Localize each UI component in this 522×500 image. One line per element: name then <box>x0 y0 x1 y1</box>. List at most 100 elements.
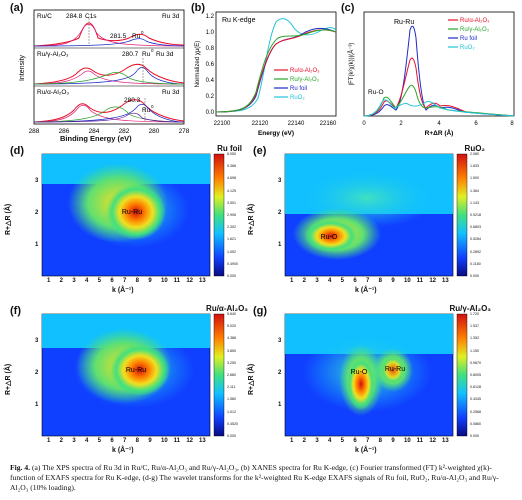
wt-cbar-tick: 1.500 <box>470 176 479 181</box>
wt-k-tick: 7 <box>123 278 127 284</box>
wt-k-tick: 3 <box>315 438 319 444</box>
wt-xlabel: k (Å⁻¹) <box>355 287 377 294</box>
xps-row1-c1s: C1s <box>85 13 97 20</box>
xps-panel: Ru/C 284.8 C1s Ru 3d 281.5 Ru 0 Ru/γ-Al₂… <box>19 9 190 135</box>
wt-cbar-tick: 1.352 <box>470 336 479 341</box>
wt-cbar-tick: 0.2892 <box>470 249 481 254</box>
wt-r-tick: 3 <box>35 338 39 344</box>
wt-k-tick: 10 <box>404 278 411 284</box>
wt-cbar-tick: 3.501 <box>227 200 236 205</box>
wt-k-tick: 13 <box>442 438 449 444</box>
wt-cbar-tick: 5.640 <box>227 312 236 316</box>
xps-row3-sample: Ru/α-Al₂O₃ <box>37 89 69 96</box>
wt-r-tick: 1 <box>35 242 39 248</box>
wt-cbar-tick: 4.125 <box>227 188 236 193</box>
wt-cbar-tick: 2.080 <box>470 152 479 156</box>
wt-k-tick: 8 <box>135 278 139 284</box>
wt-r-tick: 1 <box>35 402 39 408</box>
wt-cbar-tick: 0.9870 <box>470 360 481 365</box>
exafs-legend-alpha: Ru/α-Al₂O₃ <box>460 18 490 24</box>
wt-cbar-tick: 0.000 <box>470 434 479 438</box>
wt-cbar-tick: 0.4520 <box>227 421 238 426</box>
wt-cbar-tick: 1.143 <box>470 200 479 205</box>
wt-k-tick: 3 <box>72 438 76 444</box>
wt-cbar-tick: 1.621 <box>227 237 236 242</box>
wt-r-tick: 3 <box>35 178 39 184</box>
wt-ylabel: R+△R (Å) <box>5 203 12 235</box>
exafs-legend-foil: Ru foil <box>460 36 477 42</box>
wt-ylabel: R+△R (Å) <box>248 203 255 235</box>
wt-cbar-tick: 1.150 <box>470 348 479 353</box>
wt-cbar-tick: 5.366 <box>227 164 236 169</box>
wt-k-tick: 4 <box>328 438 332 444</box>
xanes-legend-alpha: Ru/α-Al₂O₃ <box>290 68 320 74</box>
figure-caption: Fig. 4. (a) The XPS spectra of Ru 3d in … <box>10 463 512 493</box>
wt-k-tick: 2 <box>302 278 306 284</box>
xps-ylabel: Intensity <box>19 54 26 81</box>
xanes-ylabel: Normalized χμ(E) <box>195 41 201 88</box>
exafs-legend-gamma: Ru/γ-Al₂O₃ <box>460 27 490 33</box>
wt-k-tick: 2 <box>59 278 63 284</box>
wt-cbar-tick: 1.720 <box>470 312 479 316</box>
exafs-annot-ruru: Ru-Ru <box>394 19 414 26</box>
wt-k-tick: 8 <box>135 438 139 444</box>
wt-k-tick: 13 <box>199 438 206 444</box>
wt-d-title: Ru foil <box>217 144 242 153</box>
wt-k-tick: 12 <box>186 438 194 444</box>
exafs-panel: Ru-Ru Ru-O Ru/α-Al₂O₃ Ru/γ-Al₂O₃ Ru foil… <box>348 11 515 137</box>
wt-cbar-tick: 0.000 <box>227 434 236 438</box>
wt-cbar-tick: 3.250 <box>227 360 236 365</box>
wt-cbar-tick: 2.680 <box>227 373 236 377</box>
xanes-legend-ruo2: RuO₂ <box>290 95 305 101</box>
wt-cbar-tick: 1.580 <box>227 397 236 402</box>
wt-k-tick: 11 <box>416 438 423 444</box>
wt-k-tick: 2 <box>59 438 63 444</box>
xps-xtick: 286 <box>59 128 70 135</box>
wt-k-tick: 1 <box>290 438 294 444</box>
wt-d-annot: Ru-Ru <box>122 209 142 216</box>
wt-panel-g: Ru/γ-Al₂O₃ Ru-O Ru-Ru <box>257 304 497 458</box>
xps-row3-tag: Ru 3d <box>162 89 180 96</box>
wt-cbar-tick: 0.0860 <box>470 421 481 426</box>
xps-row1-peak2-label: Ru <box>132 33 141 40</box>
wt-r-tick: 3 <box>278 338 282 344</box>
wt-k-tick: 2 <box>302 438 306 444</box>
panel-label-c: (c) <box>341 2 355 14</box>
wt-cbar-tick: 0.6803 <box>470 225 481 230</box>
wt-cbar-tick: 1.012 <box>227 409 236 414</box>
wt-k-tick: 9 <box>148 438 152 444</box>
wt-k-tick: 5 <box>97 278 101 284</box>
wt-k-tick: 7 <box>366 438 370 444</box>
wt-ylabel: R+△R (Å) <box>248 363 255 395</box>
wt-k-tick: 1 <box>47 438 51 444</box>
wt-cbar-tick: 0.9218 <box>470 213 481 217</box>
wt-cbar-tick: 5.020 <box>227 324 236 329</box>
panel-label-g: (g) <box>253 305 268 317</box>
wt-k-tick: 3 <box>72 278 76 284</box>
xps-row1-peak1: 284.8 <box>66 13 83 20</box>
wt-cbar-tick: 0.5284 <box>470 237 481 242</box>
xanes-ytick: 1.0 <box>206 30 215 36</box>
xanes-title: Ru K-edge <box>222 17 256 24</box>
wt-panel-e: RuO₂ Ru-O <box>257 144 497 298</box>
wt-cbar-tick: 1.052 <box>227 249 236 254</box>
xanes-ytick: 0.0 <box>206 110 215 116</box>
wt-k-tick: 8 <box>378 278 382 284</box>
panel-label-f: (f) <box>10 305 21 317</box>
exafs-ylabel: |FT(k²χ(k))|(Å⁻³) <box>348 43 355 86</box>
wt-cbar-tick: 0.8005 <box>470 373 481 377</box>
wt-cbar-tick: 0.4900 <box>227 261 238 266</box>
xanes-xtick: 22120 <box>252 121 269 127</box>
wt-panel-d: Ru foil Ru-Ru <box>14 144 254 298</box>
wt-r-tick: 2 <box>35 370 39 376</box>
wt-cbar-tick: 1.833 <box>470 164 479 169</box>
wt-k-tick: 6 <box>110 438 114 444</box>
exafs-xlabel: R+ΔR (Å) <box>425 128 454 137</box>
xps-row1-peak2: 281.5 <box>110 33 127 40</box>
xps-row2-peak2-label: Ru <box>142 51 151 58</box>
wt-k-tick: 1 <box>290 278 294 284</box>
wt-k-tick: 10 <box>404 438 411 444</box>
xanes-panel: Ru K-edge Ru/α-Al₂O₃ Ru/γ-Al₂O₃ Ru foil … <box>195 11 337 137</box>
xanes-xtick: 22160 <box>320 121 337 127</box>
wt-k-tick: 6 <box>353 278 357 284</box>
